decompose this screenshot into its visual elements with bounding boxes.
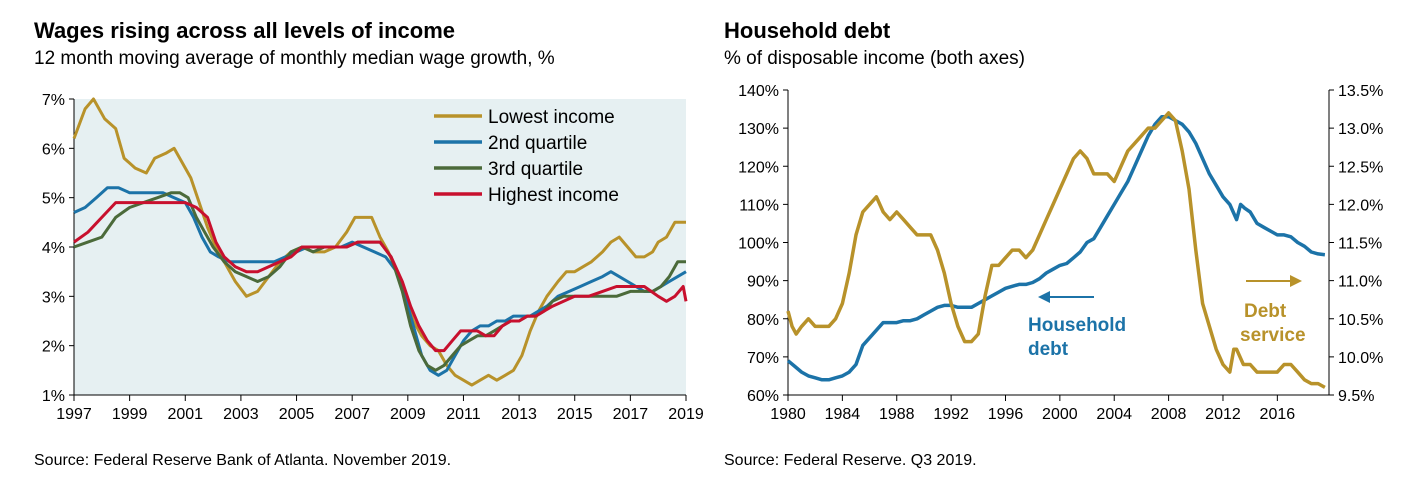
y-left-tick-label: 80%	[747, 312, 779, 329]
y-tick-label: 5%	[42, 191, 65, 208]
y-right-tick-label: 12.5%	[1338, 159, 1383, 176]
x-tick-label: 2003	[223, 406, 259, 423]
series-line-2	[73, 186, 687, 377]
series-line-2	[786, 111, 1326, 389]
household-debt-label-line1: Household	[1028, 315, 1126, 336]
x-tick-label: 2011	[446, 406, 481, 423]
x-tick-label: 2005	[279, 406, 315, 423]
y-right-tick-label: 12.0%	[1338, 197, 1383, 214]
x-tick-label: 1980	[770, 406, 806, 423]
plot-background	[74, 99, 686, 395]
x-tick-label: 1992	[933, 406, 969, 423]
right-chart-panel: Household debt % of disposable income (b…	[712, 0, 1424, 492]
x-tick-label: 2004	[1096, 406, 1132, 423]
household-debt-arrow-head	[1038, 291, 1050, 303]
y-right-tick-label: 13.5%	[1338, 83, 1383, 100]
legend-label-1: Lowest income	[488, 107, 615, 128]
x-tick-label: 2007	[334, 406, 370, 423]
x-tick-label: 2009	[390, 406, 426, 423]
left-chart-panel: Wages rising across all levels of income…	[34, 18, 704, 469]
x-tick-label: 1996	[988, 406, 1024, 423]
y-tick-label: 3%	[42, 289, 65, 306]
x-tick-label: 2019	[668, 406, 704, 423]
x-tick-label: 2000	[1042, 406, 1078, 423]
x-tick-label: 1999	[112, 406, 148, 423]
x-tick-label: 2016	[1260, 406, 1296, 423]
x-tick-label: 2012	[1205, 406, 1241, 423]
y-tick-label: 4%	[42, 240, 65, 257]
x-tick-label: 2015	[557, 406, 593, 423]
x-tick-label: 1988	[879, 406, 915, 423]
y-tick-label: 6%	[42, 141, 65, 158]
left-chart-subtitle: 12 month moving average of monthly media…	[34, 48, 555, 69]
y-right-tick-label: 9.5%	[1338, 388, 1374, 405]
y-tick-label: 7%	[42, 92, 65, 109]
y-right-tick-label: 11.5%	[1338, 236, 1382, 253]
right-chart-source: Source: Federal Reserve. Q3 2019.	[724, 452, 977, 469]
debt-service-arrow-head	[1290, 275, 1302, 287]
right-chart-plot: 60% 70% 80% 90% 100% 110% 120% 130% 140% 9.5% 10.0…	[738, 83, 1383, 423]
y-left-tick-label: 60%	[747, 388, 779, 405]
x-tick-label: 2001	[167, 406, 203, 423]
left-chart-title: Wages rising across all levels of income	[34, 18, 456, 43]
x-tick-label: 2008	[1151, 406, 1187, 423]
x-tick-label: 2017	[613, 406, 649, 423]
y-left-tick-label: 120%	[738, 159, 779, 176]
y-left-tick-label: 100%	[738, 236, 779, 253]
debt-service-label-line2: service	[1240, 325, 1306, 346]
y-left-tick-label: 110%	[739, 197, 779, 214]
left-chart-source: Source: Federal Reserve Bank of Atlanta.…	[34, 452, 452, 469]
x-tick-label: 1997	[56, 406, 92, 423]
y-left-tick-label: 140%	[738, 83, 779, 100]
debt-service-label-line1: Debt	[1244, 301, 1287, 322]
x-tick-label: 1984	[825, 406, 861, 423]
series-line-1	[786, 114, 1326, 382]
series-line-4	[73, 201, 688, 353]
x-tick-label: 2013	[501, 406, 537, 423]
legend-label-2: 2nd quartile	[488, 133, 587, 154]
left-chart-plot: 1% 2% 3% 4% 5% 6% 7% 1997 1999 2001 2003 2005 2007 20…	[42, 92, 704, 423]
y-right-tick-label: 10.5%	[1338, 312, 1383, 329]
household-debt-label-line2: debt	[1028, 339, 1069, 360]
legend-label-4: Highest income	[488, 185, 619, 206]
y-right-tick-label: 10.0%	[1338, 350, 1383, 367]
y-right-tick-label: 11.0%	[1338, 274, 1382, 291]
y-tick-label: 1%	[42, 388, 65, 405]
legend-label-3: 3rd quartile	[488, 159, 583, 180]
y-left-tick-label: 70%	[747, 350, 779, 367]
y-tick-label: 2%	[42, 339, 65, 356]
y-left-tick-label: 130%	[738, 121, 779, 138]
right-chart-subtitle: % of disposable income (both axes)	[724, 48, 1025, 69]
y-right-tick-label: 13.0%	[1338, 121, 1383, 138]
y-left-tick-label: 90%	[747, 274, 779, 291]
right-chart-title: Household debt	[724, 18, 891, 43]
